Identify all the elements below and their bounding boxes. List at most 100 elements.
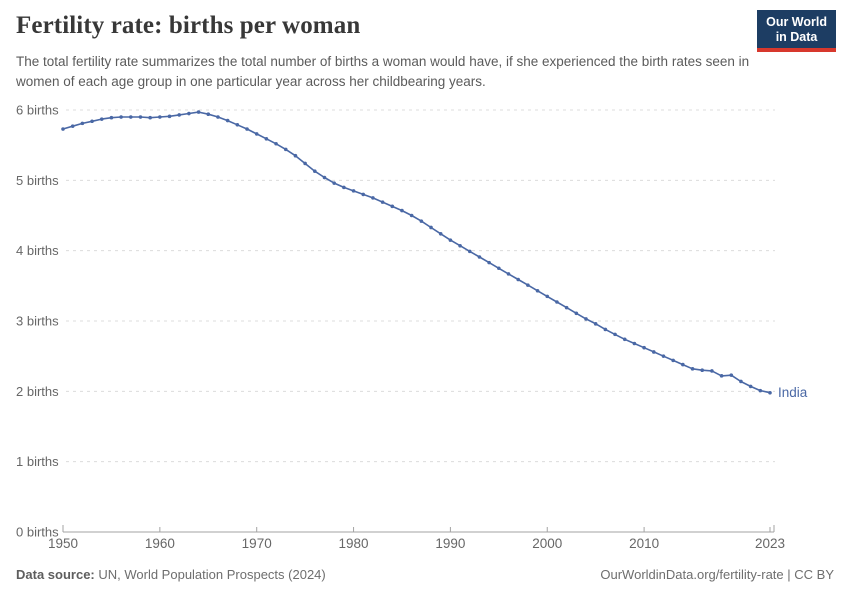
x-tick-label: 1990 <box>435 536 465 551</box>
data-source-text: UN, World Population Prospects (2024) <box>94 567 326 582</box>
data-point[interactable] <box>700 368 705 373</box>
data-point[interactable] <box>400 208 404 213</box>
data-point[interactable] <box>225 118 230 123</box>
data-point[interactable] <box>506 272 511 276</box>
data-point[interactable] <box>535 288 540 293</box>
data-point[interactable] <box>322 175 327 180</box>
data-point[interactable] <box>303 161 307 166</box>
data-point[interactable] <box>555 300 559 304</box>
y-tick-label: 2 births <box>16 384 59 399</box>
y-tick-label: 5 births <box>16 173 59 188</box>
chart-subtitle: The total fertility rate summarizes the … <box>16 54 750 89</box>
x-tick-label: 1950 <box>48 536 78 551</box>
data-point[interactable] <box>380 200 385 204</box>
data-point[interactable] <box>690 367 695 371</box>
data-point[interactable] <box>642 345 646 350</box>
data-point[interactable] <box>61 127 65 131</box>
data-point[interactable] <box>651 350 656 354</box>
data-point[interactable] <box>719 374 724 378</box>
data-point[interactable] <box>448 238 453 242</box>
owid-logo-line2: in Data <box>775 30 818 44</box>
data-point[interactable] <box>497 266 501 271</box>
series-line-india[interactable] <box>62 111 771 394</box>
x-tick-label: 2000 <box>532 536 562 551</box>
data-point[interactable] <box>138 115 143 119</box>
data-point[interactable] <box>487 260 491 265</box>
owid-logo[interactable]: Our World in Data <box>757 10 836 52</box>
data-point[interactable] <box>119 115 123 119</box>
data-point[interactable] <box>613 332 617 337</box>
chart-footer: Data source: UN, World Population Prospe… <box>16 567 834 582</box>
data-point[interactable] <box>729 373 734 377</box>
data-point[interactable] <box>545 294 550 299</box>
data-point[interactable] <box>99 117 104 121</box>
data-point[interactable] <box>710 369 714 373</box>
data-point[interactable] <box>332 181 336 185</box>
data-point[interactable] <box>593 322 598 326</box>
data-point[interactable] <box>409 213 414 218</box>
x-tick-label: 2010 <box>629 536 659 551</box>
data-point[interactable] <box>758 388 763 393</box>
data-point[interactable] <box>351 189 356 193</box>
data-point[interactable] <box>671 358 675 363</box>
data-point[interactable] <box>196 110 201 114</box>
data-point[interactable] <box>342 185 346 190</box>
data-point[interactable] <box>458 243 462 248</box>
data-point[interactable] <box>313 169 317 173</box>
data-point[interactable] <box>748 384 753 389</box>
y-tick-label: 1 births <box>16 454 59 469</box>
x-tick-label: 1960 <box>145 536 175 551</box>
license-text: | CC BY <box>783 567 834 582</box>
data-point[interactable] <box>526 283 530 287</box>
data-point[interactable] <box>768 390 772 395</box>
data-point[interactable] <box>148 115 152 120</box>
data-point[interactable] <box>235 122 240 127</box>
data-point[interactable] <box>661 354 666 358</box>
owid-url-link[interactable]: OurWorldinData.org/fertility-rate <box>600 567 784 582</box>
data-point[interactable] <box>467 249 472 254</box>
data-point[interactable] <box>390 204 395 209</box>
data-point[interactable] <box>90 119 94 124</box>
data-point[interactable] <box>419 219 424 223</box>
footer-credit: OurWorldinData.org/fertility-rate | CC B… <box>600 567 834 582</box>
data-point[interactable] <box>254 132 259 136</box>
data-point[interactable] <box>632 341 637 346</box>
data-point[interactable] <box>293 153 298 158</box>
data-point[interactable] <box>574 311 579 316</box>
data-point[interactable] <box>216 115 220 119</box>
data-point[interactable] <box>516 277 520 282</box>
data-point[interactable] <box>264 137 269 141</box>
data-point[interactable] <box>187 111 191 116</box>
data-point[interactable] <box>361 192 366 197</box>
data-point[interactable] <box>245 127 249 131</box>
data-point[interactable] <box>109 115 114 120</box>
data-source-note: Data source: UN, World Population Prospe… <box>16 567 326 582</box>
data-point[interactable] <box>80 121 85 126</box>
data-point[interactable] <box>158 115 162 119</box>
owid-logo-line1: Our World <box>766 15 827 29</box>
data-point[interactable] <box>429 225 433 230</box>
data-point[interactable] <box>274 141 278 146</box>
data-point[interactable] <box>622 337 627 342</box>
page-title: Fertility rate: births per woman <box>16 12 361 39</box>
data-point[interactable] <box>128 115 133 119</box>
y-tick-label: 3 births <box>16 314 59 329</box>
x-tick-label: 1980 <box>339 536 369 551</box>
data-point[interactable] <box>206 112 211 117</box>
data-point[interactable] <box>564 305 569 310</box>
x-tick-label: 1970 <box>242 536 272 551</box>
data-point[interactable] <box>70 124 75 128</box>
data-point[interactable] <box>167 114 172 119</box>
data-point[interactable] <box>681 362 685 367</box>
data-point[interactable] <box>283 147 288 152</box>
data-point[interactable] <box>371 196 375 200</box>
data-point[interactable] <box>603 327 608 332</box>
data-point[interactable] <box>438 231 443 236</box>
data-source-label: Data source: <box>16 567 95 582</box>
y-tick-label: 0 births <box>16 525 59 540</box>
data-point[interactable] <box>584 317 588 321</box>
data-point[interactable] <box>177 113 182 117</box>
data-point[interactable] <box>477 255 482 259</box>
data-point[interactable] <box>739 379 743 384</box>
